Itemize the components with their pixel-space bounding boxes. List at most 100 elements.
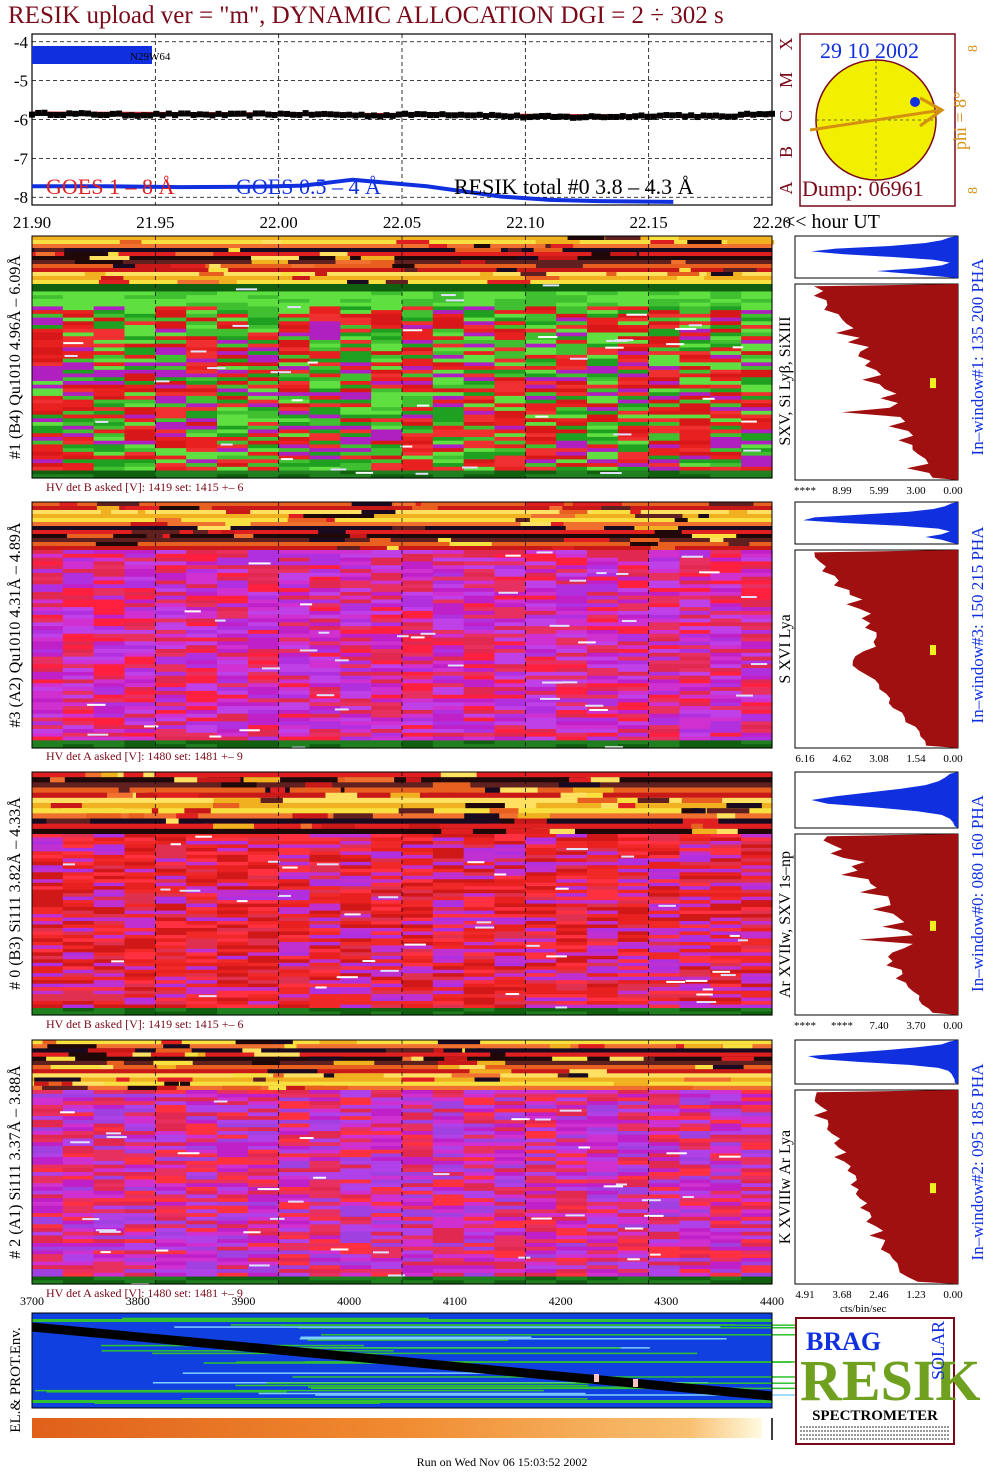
heat-cell bbox=[432, 366, 465, 371]
heat-cell bbox=[278, 994, 311, 999]
heat-speck bbox=[404, 943, 426, 946]
heat-cell bbox=[340, 717, 372, 722]
heat-cell bbox=[463, 938, 496, 943]
heat-cell bbox=[371, 952, 403, 957]
heat-cell bbox=[186, 966, 218, 971]
heat-cell bbox=[62, 927, 95, 933]
heat-cell bbox=[340, 1160, 372, 1166]
heat-cell bbox=[741, 603, 773, 608]
heat-cell bbox=[463, 980, 496, 985]
heat-cell bbox=[648, 614, 681, 620]
heat-cell bbox=[309, 687, 341, 692]
heat-cell bbox=[217, 369, 249, 375]
heat-cell bbox=[741, 1127, 773, 1132]
heat-cell bbox=[155, 1160, 187, 1166]
heat-cell bbox=[371, 713, 403, 719]
heat-cell bbox=[587, 618, 619, 623]
heat-cell bbox=[587, 553, 619, 559]
heat-cell bbox=[679, 698, 711, 703]
heat-cell bbox=[93, 907, 126, 912]
heat-cell bbox=[710, 1127, 742, 1132]
heat-cell bbox=[525, 347, 557, 352]
heat-cell bbox=[340, 910, 372, 915]
resik-point bbox=[445, 112, 452, 119]
heat-cell bbox=[371, 865, 403, 870]
heat-cell bbox=[32, 565, 64, 570]
heat-cell bbox=[617, 328, 650, 334]
strip-cell bbox=[469, 1069, 512, 1074]
heat-cell bbox=[741, 576, 773, 582]
panel-2-hist-tick: **** bbox=[794, 1020, 816, 1032]
strip-cell bbox=[630, 542, 658, 547]
heat-cell bbox=[525, 466, 557, 472]
resik-point bbox=[526, 114, 533, 121]
heat-cell bbox=[371, 1134, 403, 1140]
heat-cell bbox=[679, 1127, 711, 1132]
heat-cell bbox=[587, 580, 619, 585]
heat-cell bbox=[494, 941, 526, 946]
strip-cell bbox=[676, 1044, 687, 1049]
heat-cell bbox=[525, 921, 557, 926]
heat-cell bbox=[62, 1004, 95, 1009]
heat-cell bbox=[371, 976, 403, 981]
heat-cell bbox=[247, 354, 280, 360]
heat-cell bbox=[587, 557, 619, 563]
heat-cell bbox=[340, 725, 372, 730]
heat-speck bbox=[287, 306, 301, 309]
heat-cell bbox=[432, 629, 465, 635]
heat-cell bbox=[494, 451, 526, 457]
heat-cell bbox=[525, 362, 557, 367]
strip-cell bbox=[398, 808, 434, 814]
heat-cell bbox=[556, 740, 588, 745]
heat-cell bbox=[432, 709, 465, 715]
heat-cell bbox=[32, 1145, 64, 1151]
heat-cell bbox=[278, 732, 311, 738]
strip-cell bbox=[515, 518, 530, 523]
heat-cell bbox=[93, 313, 126, 319]
heat-cell bbox=[494, 603, 526, 608]
heat-cell bbox=[741, 325, 773, 330]
heat-cell bbox=[186, 610, 218, 616]
heat-cell bbox=[309, 641, 341, 646]
heat-cell bbox=[155, 706, 187, 711]
heat-cell bbox=[679, 291, 711, 296]
heat-cell bbox=[679, 702, 711, 707]
heat-cell bbox=[494, 595, 526, 601]
heat-cell bbox=[525, 603, 557, 608]
heat-cell bbox=[617, 938, 650, 943]
heat-cell bbox=[371, 448, 403, 453]
heat-cell bbox=[494, 1004, 526, 1009]
heat-cell bbox=[741, 1112, 773, 1117]
heat-cell bbox=[186, 381, 218, 386]
heat-cell bbox=[494, 637, 526, 642]
heat-cell bbox=[679, 962, 711, 967]
heat-cell bbox=[371, 436, 403, 442]
heat-cell bbox=[741, 607, 773, 612]
heat-cell bbox=[32, 463, 64, 468]
heat-cell bbox=[371, 744, 403, 749]
heat-cell bbox=[340, 1093, 372, 1099]
heat-cell bbox=[463, 886, 496, 891]
strip-cell bbox=[225, 522, 251, 527]
heat-cell bbox=[679, 683, 711, 688]
heat-cell bbox=[587, 561, 619, 566]
strip-cell bbox=[726, 803, 762, 809]
heat-cell bbox=[648, 966, 681, 971]
heat-cell bbox=[371, 879, 403, 884]
heat-cell bbox=[710, 652, 742, 658]
heat-cell bbox=[402, 837, 434, 842]
heat-cell bbox=[432, 599, 465, 604]
heat-cell bbox=[309, 645, 341, 650]
heat-cell bbox=[62, 744, 95, 749]
heat-cell bbox=[617, 931, 650, 936]
heat-cell bbox=[217, 893, 249, 898]
heat-cell bbox=[340, 1001, 372, 1006]
heat-cell bbox=[155, 879, 187, 884]
heat-cell bbox=[556, 1011, 588, 1016]
resik-point bbox=[451, 112, 458, 119]
heat-cell bbox=[340, 959, 372, 964]
strip-cell bbox=[428, 244, 447, 249]
strip-cell bbox=[184, 803, 213, 809]
heat-cell bbox=[463, 952, 496, 957]
heat-cell bbox=[32, 847, 64, 853]
